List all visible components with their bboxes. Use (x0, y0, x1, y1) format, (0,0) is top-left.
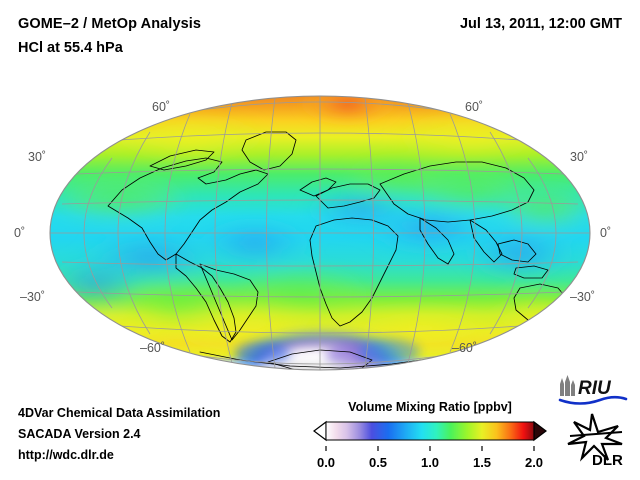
colorbar-tick-labels: 0.0 0.5 1.0 1.5 2.0 (312, 455, 548, 473)
riu-logo-text: RIU (578, 378, 612, 399)
colorbar-bar (326, 422, 534, 440)
dlr-mark-icon (567, 413, 623, 462)
page-title: GOME–2 / MetOp Analysis (18, 16, 202, 32)
lat-label-left-m30: –30˚ (20, 290, 46, 304)
colorbar-tick-1: 0.5 (368, 455, 388, 470)
lat-label-right-30: 30˚ (570, 150, 589, 164)
coastlines (107, 131, 569, 370)
lat-label-right-60: 60˚ (465, 100, 484, 114)
lat-label-right-m30: –30˚ (570, 290, 596, 304)
arctic-maximum (296, 96, 400, 126)
dlr-logo: DLR (567, 413, 623, 468)
footer-line-version: SACADA Version 2.4 (18, 427, 141, 441)
lat-label-right-0: 0˚ (600, 226, 612, 240)
riu-swoosh-icon (558, 395, 628, 405)
colorbar-tick-4: 2.0 (524, 455, 544, 470)
lat-label-left-60: 60˚ (152, 100, 171, 114)
riu-logo: RIU (558, 375, 628, 405)
lat-label-left-0: 0˚ (14, 226, 26, 240)
data-field (50, 96, 590, 370)
timestamp-label: Jul 13, 2011, 12:00 GMT (459, 16, 622, 32)
colorbar: Volume Mixing Ratio [ppbv] (312, 400, 548, 473)
colorbar-under-arrow (313, 420, 327, 442)
lat-label-left-m60: –60˚ (140, 341, 166, 355)
colorbar-tick-2: 1.0 (420, 455, 440, 470)
colorbar-tick-0: 0.0 (316, 455, 336, 470)
map-panel: 60˚ 30˚ 0˚ –30˚ –60˚ 60˚ 30˚ 0˚ –30˚ –60… (0, 78, 640, 388)
lat-label-right-m60: –60˚ (452, 341, 478, 355)
dlr-logo-text: DLR (592, 452, 623, 468)
riu-towers-icon (560, 375, 575, 396)
footer-line-url[interactable]: http://wdc.dlr.de (18, 448, 114, 462)
lat-label-left-30: 30˚ (28, 150, 47, 164)
footer-line-method: 4DVar Chemical Data Assimilation (18, 406, 221, 420)
page-subtitle: HCl at 55.4 hPa (18, 40, 123, 56)
colorbar-tick-3: 1.5 (472, 455, 492, 470)
dlr-mark-bar-icon (569, 431, 623, 437)
globe-outline (49, 95, 591, 371)
colorbar-gradient (313, 420, 547, 442)
colorbar-over-arrow (533, 420, 547, 442)
hammer-projection-map (49, 95, 591, 371)
colorbar-ticks (325, 446, 535, 451)
footer-caption: 4DVar Chemical Data Assimilation SACADA … (18, 403, 220, 466)
graticule (50, 96, 590, 370)
colorbar-title: Volume Mixing Ratio [ppbv] (348, 400, 512, 414)
